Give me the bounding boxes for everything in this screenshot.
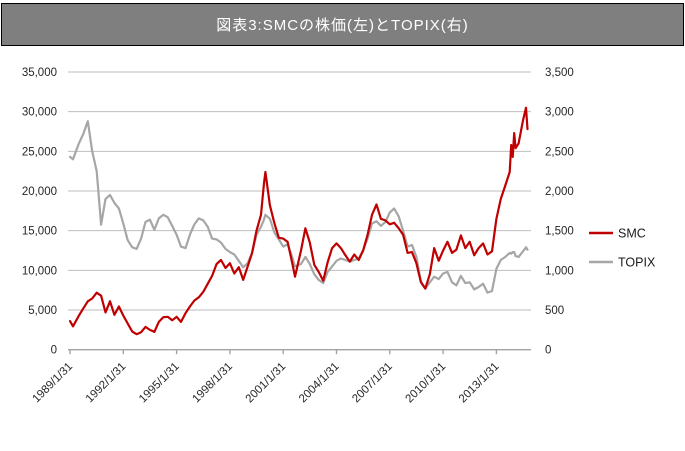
x-axis-tick-label: 2007/1/31 <box>350 361 395 406</box>
left-axis-tick-label: 25,000 <box>22 146 57 158</box>
left-axis-tick-label: 15,000 <box>22 226 57 238</box>
x-axis-tick-label: 1998/1/31 <box>190 361 235 406</box>
legend-label-topix: TOPIX <box>618 256 656 270</box>
legend-label-smc: SMC <box>618 227 646 241</box>
chart-title: 図表3:SMCの株価(左)とTOPIX(右) <box>216 17 469 34</box>
right-axis-tick-label: 1,000 <box>545 265 574 277</box>
left-axis-tick-label: 35,000 <box>22 67 57 79</box>
left-axis-tick-label: 0 <box>51 345 57 357</box>
x-axis-tick-label: 1995/1/31 <box>137 361 182 406</box>
right-axis-tick-label: 3,500 <box>545 67 574 79</box>
x-axis-tick-label: 1992/1/31 <box>84 361 129 406</box>
right-axis-tick-label: 500 <box>545 305 564 317</box>
x-axis-tick-label: 2013/1/31 <box>457 361 502 406</box>
smc-series-line <box>68 106 529 336</box>
topix-series-line <box>68 120 529 294</box>
right-axis-tick-label: 2,500 <box>545 146 574 158</box>
right-axis-tick-label: 0 <box>545 345 551 357</box>
left-axis-tick-label: 20,000 <box>22 186 57 198</box>
chart-title-bar: 図表3:SMCの株価(左)とTOPIX(右) <box>1 3 684 46</box>
x-axis-tick-label: 1989/1/31 <box>30 361 75 406</box>
left-axis-tick-label: 30,000 <box>22 107 57 119</box>
x-axis-tick-label: 2004/1/31 <box>297 361 342 406</box>
left-axis-tick-label: 5,000 <box>28 305 57 317</box>
right-axis-tick-label: 2,000 <box>545 186 574 198</box>
left-axis-tick-label: 10,000 <box>22 265 57 277</box>
x-axis-tick-label: 2001/1/31 <box>244 361 289 406</box>
right-axis-tick-label: 3,000 <box>545 107 574 119</box>
right-axis-tick-label: 1,500 <box>545 226 574 238</box>
x-axis-tick-label: 2010/1/31 <box>404 361 449 406</box>
